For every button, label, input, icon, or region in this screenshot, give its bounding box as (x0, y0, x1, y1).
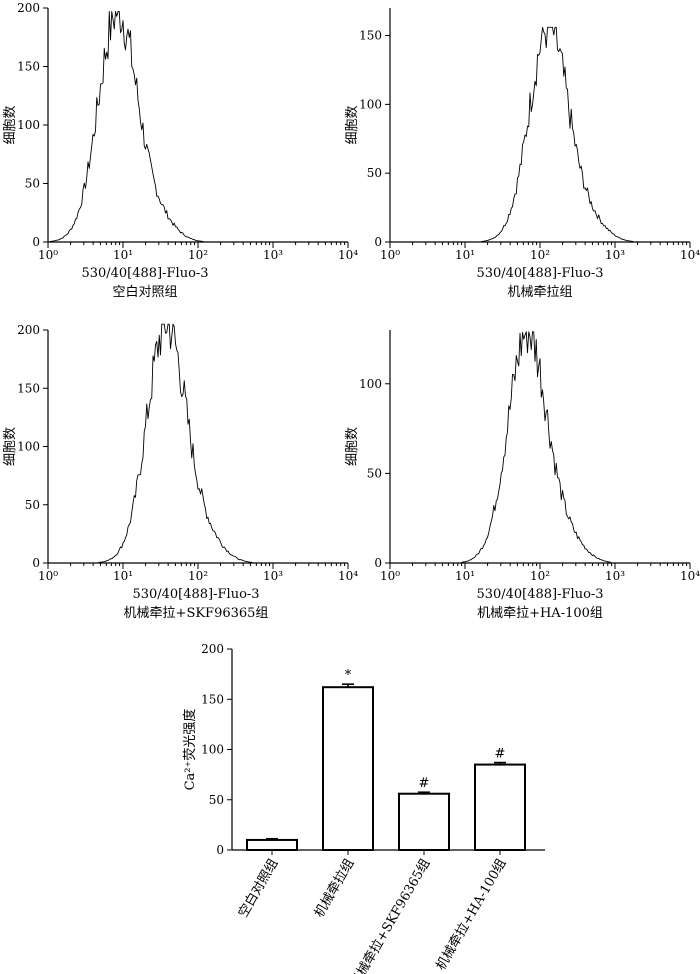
y-axis-label: 细胞数 (3, 105, 18, 144)
bar-y-tick-label: 150 (201, 692, 224, 706)
y-axis-label: 细胞数 (345, 105, 360, 144)
significance-marker: # (419, 776, 430, 791)
x-tick-label: 10² (188, 248, 208, 262)
bar-y-tick-label: 200 (201, 642, 224, 656)
histogram-panel-2: 0 50 100 150 10⁰ 10¹ 10² 10³ 10⁴ 细胞数 530/40[488]-F… (345, 8, 700, 300)
histogram-trace (48, 11, 348, 243)
y-tick-label: 0 (32, 235, 40, 249)
y-tick-label: 200 (17, 323, 40, 337)
x-tick-label: 10⁴ (338, 248, 358, 262)
histogram-panel-3: 0 50 100 150 200 10⁰ 10¹ 10² 10³ 10⁴ 细胞数 530/40[488… (3, 323, 358, 621)
bar-y-tick-label: 100 (201, 743, 224, 757)
y-tick-label: 0 (374, 235, 382, 249)
x-tick-label: 10³ (263, 248, 283, 262)
significance-marker: * (345, 668, 352, 683)
bar (398, 792, 450, 851)
x-tick-label: 10⁰ (380, 248, 400, 262)
histogram-panel-4: 0 50 100 10⁰ 10¹ 10² 10³ 10⁴ 细胞数 530/40[488]-Fluo… (345, 330, 700, 621)
bar-y-tick-label: 50 (209, 793, 224, 807)
x-tick-label: 10⁰ (38, 569, 58, 583)
y-tick-label: 100 (17, 440, 40, 454)
x-tick-label: 10¹ (113, 569, 133, 583)
x-tick-label: 10² (530, 569, 550, 583)
panel-caption: 机械牵拉+HA-100组 (477, 606, 603, 621)
y-tick-label: 0 (32, 556, 40, 570)
x-tick-label: 10³ (605, 569, 625, 583)
x-tick-label: 10¹ (455, 248, 475, 262)
y-axis-label: 细胞数 (345, 427, 360, 466)
panel-caption: 机械牵拉组 (507, 285, 572, 300)
x-tick-label: 10⁴ (680, 248, 700, 262)
bar (474, 763, 526, 852)
x-tick-label: 10¹ (113, 248, 133, 262)
x-tick-label: 10¹ (455, 569, 475, 583)
x-tick-label: 10³ (605, 248, 625, 262)
x-axis-label: 530/40[488]-Fluo-3 (476, 587, 603, 602)
x-tick-label: 10² (188, 569, 208, 583)
bar (322, 686, 374, 851)
x-axis-label: 530/40[488]-Fluo-3 (476, 266, 603, 281)
x-tick-label: 10² (530, 248, 550, 262)
panel-caption: 空白对照组 (112, 284, 177, 300)
y-tick-label: 50 (367, 466, 382, 480)
bar-category-label: 机械牵拉+HA-100组 (434, 857, 510, 973)
x-tick-label: 10⁴ (338, 569, 358, 583)
y-tick-label: 50 (367, 166, 382, 180)
y-axis-label: 细胞数 (3, 427, 18, 466)
y-tick-label: 100 (359, 97, 382, 111)
x-tick-label: 10⁴ (680, 569, 700, 583)
histogram-trace (390, 331, 690, 564)
y-tick-label: 100 (359, 377, 382, 391)
x-axis-label: 530/40[488]-Fluo-3 (81, 266, 208, 281)
histogram-panel-1: 0 50 100 150 200 10⁰ 10¹ 10² 10³ 10⁴ 细胞数 530/40[488… (3, 1, 358, 300)
panel-caption: 机械牵拉+SKF96365组 (124, 606, 269, 621)
bar-y-axis-label: Ca²⁺荧光强度 (182, 709, 198, 791)
y-tick-label: 0 (374, 556, 382, 570)
y-tick-label: 50 (25, 498, 40, 512)
y-tick-label: 150 (359, 29, 382, 43)
y-tick-label: 200 (17, 1, 40, 15)
y-tick-label: 150 (17, 381, 40, 395)
y-tick-label: 150 (17, 60, 40, 74)
bar-category-label: 空白对照组 (235, 856, 281, 920)
x-tick-label: 10⁰ (38, 248, 58, 262)
histogram-trace (390, 26, 690, 243)
bar (246, 838, 298, 852)
x-tick-label: 10⁰ (380, 569, 400, 583)
x-tick-label: 10³ (263, 569, 283, 583)
x-axis-label: 530/40[488]-Fluo-3 (132, 587, 259, 602)
bar-category-label: 机械牵拉组 (312, 857, 357, 921)
y-tick-label: 100 (17, 118, 40, 132)
significance-marker: # (495, 747, 506, 762)
bar-category-label: 机械牵拉+SKF96365组 (348, 857, 433, 974)
bar-y-tick-label: 0 (216, 843, 224, 857)
y-tick-label: 50 (25, 177, 40, 191)
histogram-trace (48, 323, 348, 564)
